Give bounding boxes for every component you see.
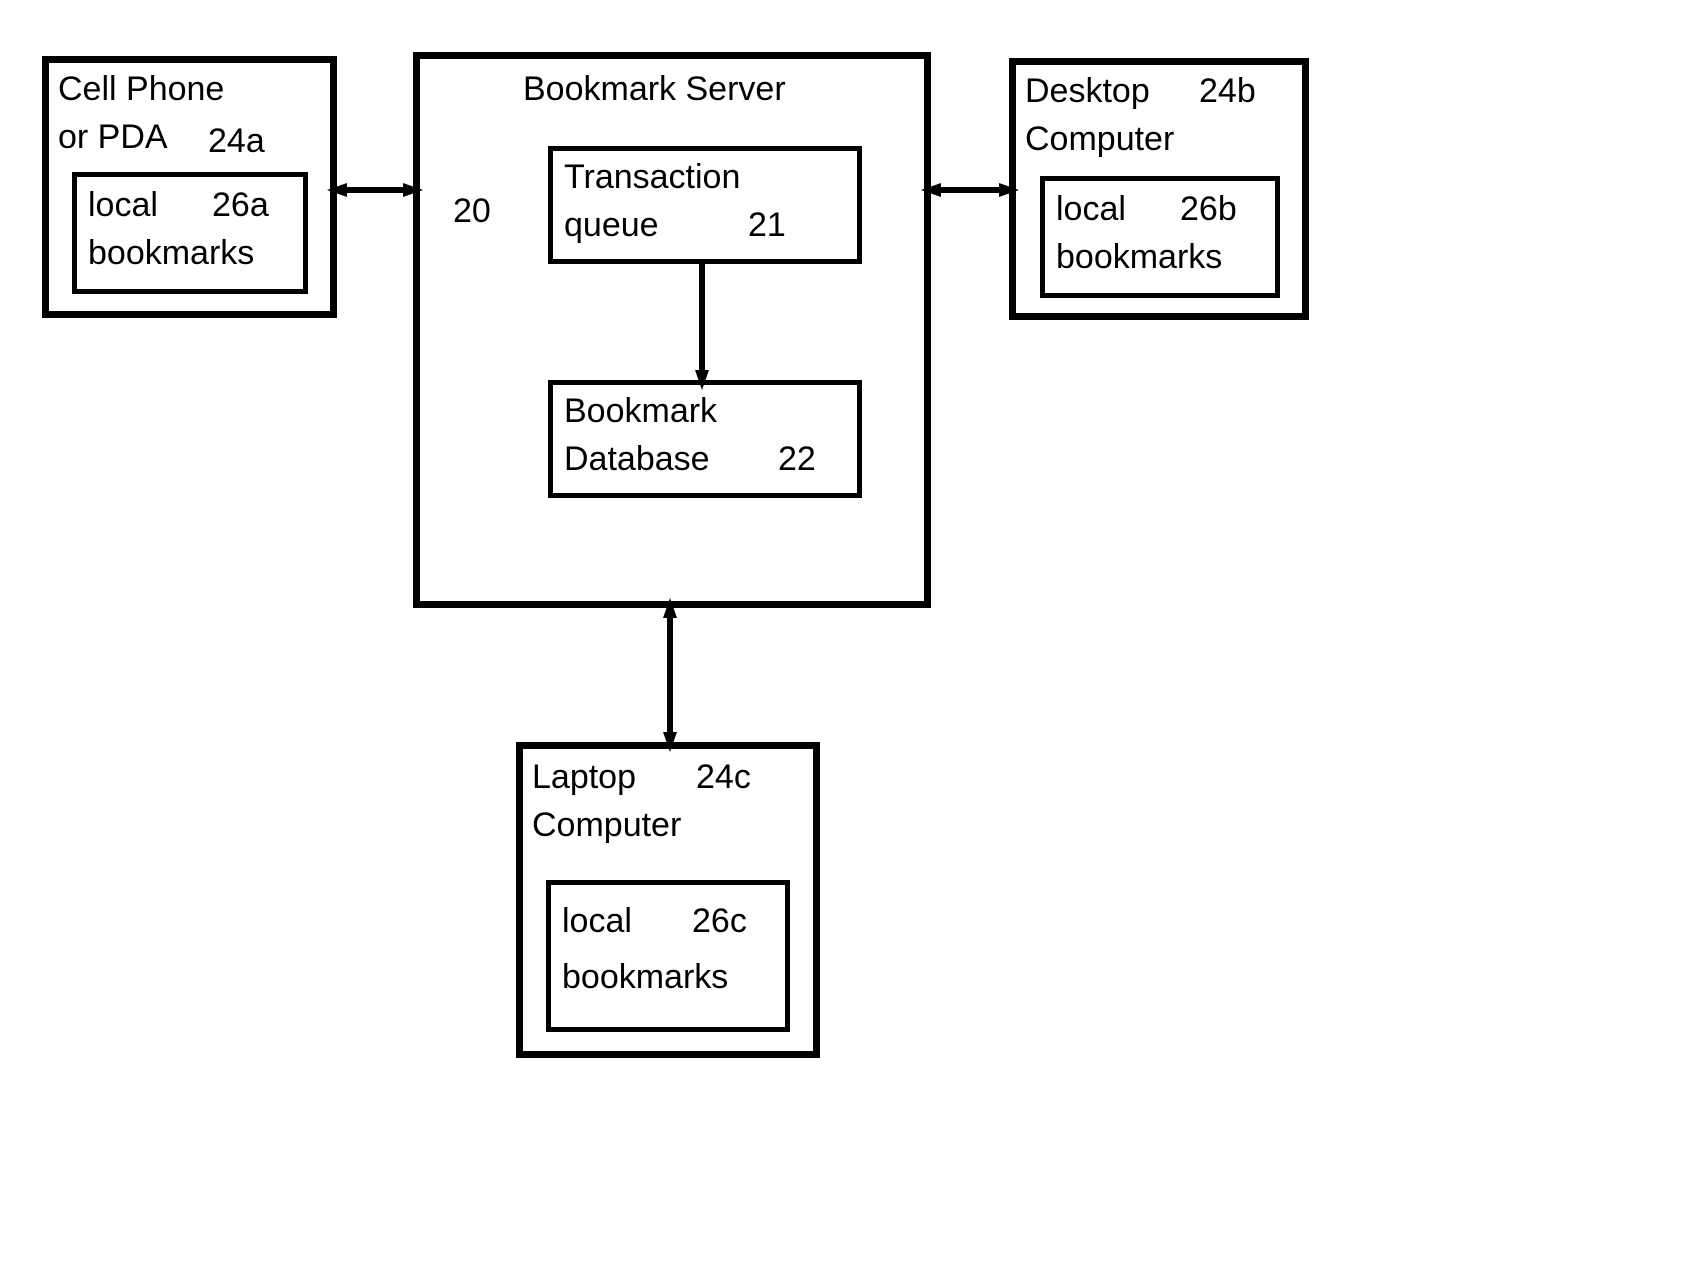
queue-ref: 21 xyxy=(748,206,786,245)
laptop-title-line1: Laptop xyxy=(532,758,636,797)
diagram-stage: Cell Phone or PDA 24a local 26a bookmark… xyxy=(0,0,1684,1269)
desktop-title-line1: Desktop xyxy=(1025,72,1150,111)
desktop-inner-ref: 26b xyxy=(1180,190,1237,229)
server-ref: 20 xyxy=(453,192,491,231)
laptop-inner-ref: 26c xyxy=(692,902,747,941)
database-line2: Database xyxy=(564,440,710,479)
laptop-inner-line2: bookmarks xyxy=(562,958,728,997)
desktop-inner-line2: bookmarks xyxy=(1056,238,1222,277)
cell-phone-ref: 24a xyxy=(208,122,265,161)
laptop-title-ref: 24c xyxy=(696,758,751,797)
desktop-inner-line1: local xyxy=(1056,190,1126,229)
database-ref: 22 xyxy=(778,440,816,479)
cell-phone-title-line2: or PDA xyxy=(58,118,168,157)
desktop-title-ref: 24b xyxy=(1199,72,1256,111)
database-line1: Bookmark xyxy=(564,392,717,431)
cell-phone-inner-line1: local xyxy=(88,186,158,225)
cell-phone-title-line1: Cell Phone xyxy=(58,70,224,109)
queue-line1: Transaction xyxy=(564,158,740,197)
queue-line2: queue xyxy=(564,206,659,245)
laptop-title-line2: Computer xyxy=(532,806,681,845)
desktop-title-line2: Computer xyxy=(1025,120,1174,159)
node-server xyxy=(413,52,931,608)
cell-phone-inner-line2: bookmarks xyxy=(88,234,254,273)
server-title: Bookmark Server xyxy=(523,70,786,109)
cell-phone-inner-ref: 26a xyxy=(212,186,269,225)
laptop-inner-line1: local xyxy=(562,902,632,941)
